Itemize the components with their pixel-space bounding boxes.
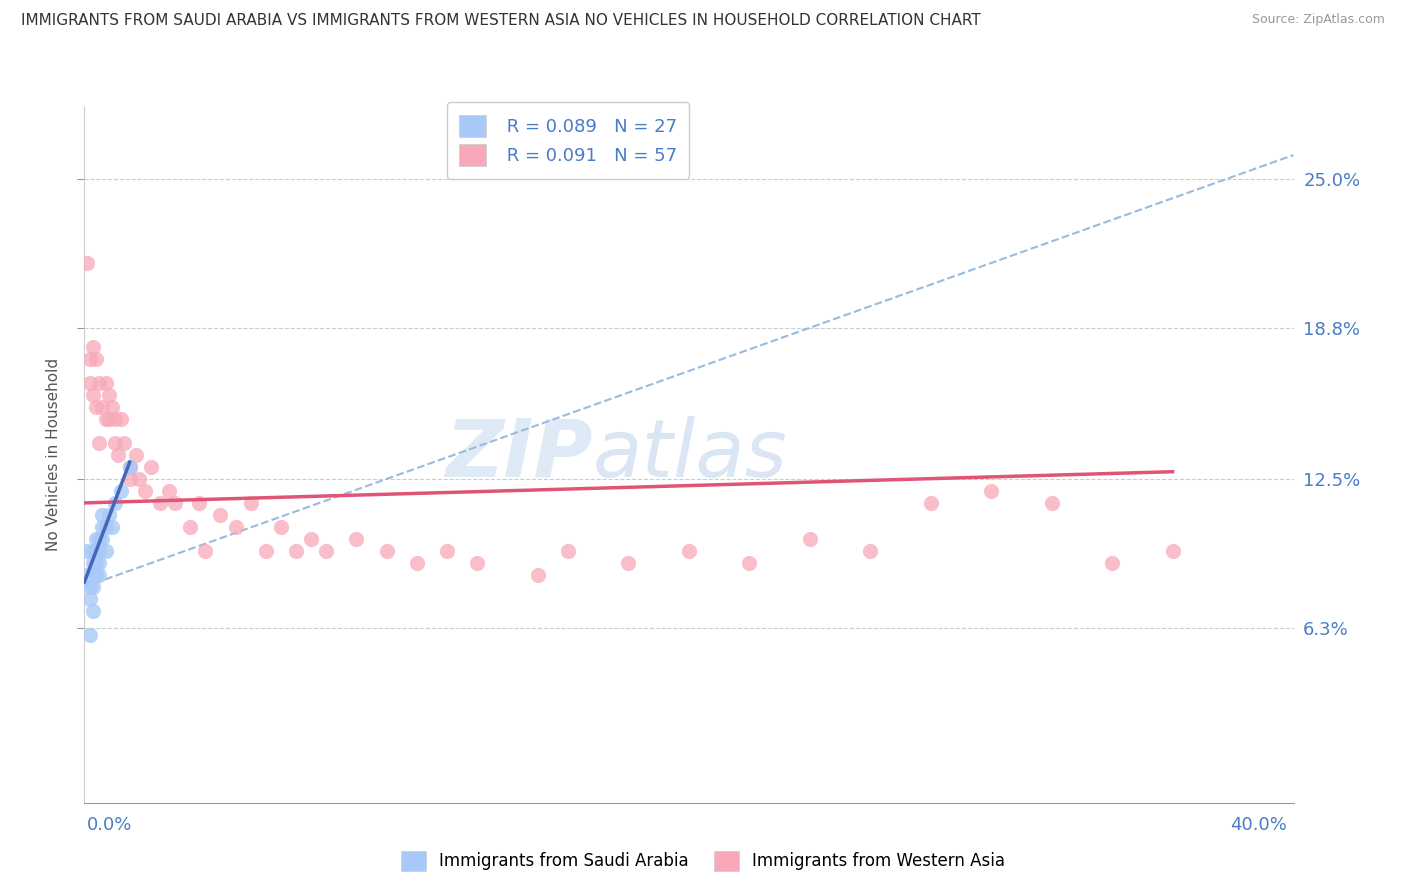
Legend:  R = 0.089   N = 27,  R = 0.091   N = 57: R = 0.089 N = 27, R = 0.091 N = 57 xyxy=(447,103,689,178)
Point xyxy=(76,567,98,582)
Text: 40.0%: 40.0% xyxy=(1230,816,1286,834)
Point xyxy=(82,340,104,354)
Point xyxy=(149,496,172,510)
Point xyxy=(82,604,104,618)
Point xyxy=(118,459,141,474)
Point xyxy=(157,483,180,498)
Point xyxy=(100,400,122,414)
Text: ZIP: ZIP xyxy=(444,416,592,494)
Point xyxy=(94,412,117,426)
Point xyxy=(104,436,127,450)
Point xyxy=(91,508,114,522)
Point xyxy=(82,556,104,570)
Point xyxy=(86,556,108,570)
Point xyxy=(91,400,114,414)
Point xyxy=(82,580,104,594)
Legend: Immigrants from Saudi Arabia, Immigrants from Western Asia: Immigrants from Saudi Arabia, Immigrants… xyxy=(392,842,1014,880)
Point xyxy=(89,544,111,558)
Point xyxy=(436,544,458,558)
Point xyxy=(527,567,550,582)
Point xyxy=(104,496,127,510)
Point xyxy=(86,544,108,558)
Text: atlas: atlas xyxy=(592,416,787,494)
Point xyxy=(79,580,101,594)
Point xyxy=(112,436,135,450)
Point xyxy=(254,544,277,558)
Point xyxy=(94,520,117,534)
Point xyxy=(315,544,337,558)
Text: Source: ZipAtlas.com: Source: ZipAtlas.com xyxy=(1251,13,1385,27)
Point xyxy=(980,483,1002,498)
Point xyxy=(225,520,247,534)
Y-axis label: No Vehicles in Household: No Vehicles in Household xyxy=(46,359,62,551)
Text: 0.0%: 0.0% xyxy=(87,816,132,834)
Point xyxy=(89,556,111,570)
Point xyxy=(76,256,98,270)
Point xyxy=(104,412,127,426)
Point xyxy=(82,388,104,402)
Point xyxy=(89,436,111,450)
Point xyxy=(128,472,150,486)
Point xyxy=(799,532,821,546)
Point xyxy=(1040,496,1063,510)
Point xyxy=(97,508,120,522)
Point xyxy=(107,448,129,462)
Point xyxy=(91,532,114,546)
Point xyxy=(97,388,120,402)
Point xyxy=(134,483,156,498)
Point xyxy=(86,567,108,582)
Point xyxy=(82,544,104,558)
Point xyxy=(97,412,120,426)
Point xyxy=(94,376,117,390)
Point xyxy=(179,520,201,534)
Point xyxy=(118,472,141,486)
Point xyxy=(118,459,141,474)
Point xyxy=(920,496,942,510)
Point xyxy=(239,496,262,510)
Point xyxy=(89,376,111,390)
Point xyxy=(89,532,111,546)
Point xyxy=(285,544,308,558)
Point xyxy=(79,351,101,366)
Point xyxy=(194,544,217,558)
Point xyxy=(859,544,882,558)
Point xyxy=(79,591,101,606)
Point xyxy=(86,532,108,546)
Point xyxy=(375,544,398,558)
Point xyxy=(467,556,489,570)
Point xyxy=(91,520,114,534)
Point xyxy=(1101,556,1123,570)
Point xyxy=(209,508,232,522)
Point xyxy=(110,483,132,498)
Point xyxy=(110,412,132,426)
Point xyxy=(188,496,211,510)
Text: IMMIGRANTS FROM SAUDI ARABIA VS IMMIGRANTS FROM WESTERN ASIA NO VEHICLES IN HOUS: IMMIGRANTS FROM SAUDI ARABIA VS IMMIGRAN… xyxy=(21,13,981,29)
Point xyxy=(100,520,122,534)
Point xyxy=(76,544,98,558)
Point xyxy=(678,544,700,558)
Point xyxy=(270,520,292,534)
Point xyxy=(139,459,162,474)
Point xyxy=(617,556,640,570)
Point xyxy=(86,351,108,366)
Point xyxy=(738,556,761,570)
Point xyxy=(557,544,579,558)
Point xyxy=(346,532,368,546)
Point xyxy=(79,376,101,390)
Point xyxy=(125,448,148,462)
Point xyxy=(165,496,187,510)
Point xyxy=(406,556,429,570)
Point xyxy=(89,567,111,582)
Point xyxy=(1161,544,1184,558)
Point xyxy=(86,400,108,414)
Point xyxy=(299,532,322,546)
Point xyxy=(79,628,101,642)
Point xyxy=(94,544,117,558)
